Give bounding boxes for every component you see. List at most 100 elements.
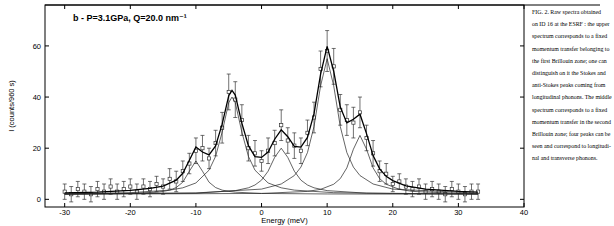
data-point [142, 185, 145, 188]
error-bar [122, 181, 126, 196]
error-cap [95, 196, 99, 197]
error-cap [220, 143, 224, 144]
error-cap [279, 140, 283, 141]
y-tick-right [520, 45, 524, 46]
y-tick-right [520, 97, 524, 98]
caption-line: seen and correspond to longitudi- [532, 143, 611, 149]
error-cap [437, 183, 441, 184]
error-cap [384, 163, 388, 164]
error-cap [443, 186, 447, 187]
error-cap [450, 181, 454, 182]
error-bar [63, 184, 67, 199]
error-cap [358, 127, 362, 128]
error-cap [299, 137, 303, 138]
component-line [65, 148, 478, 194]
error-cap [319, 51, 323, 52]
error-cap [470, 199, 474, 200]
error-cap [325, 30, 329, 31]
error-bar [397, 174, 401, 189]
error-bar [95, 181, 99, 196]
x-tick [392, 203, 393, 207]
x-tick-label: 40 [520, 208, 528, 217]
error-cap [69, 186, 73, 187]
error-cap [273, 130, 277, 131]
error-cap [292, 132, 296, 133]
x-tick-label: -30 [59, 208, 70, 217]
caption-line: on ID 16 at the ESRF : the upper [532, 21, 610, 27]
error-cap [351, 107, 355, 108]
component-line [65, 161, 478, 194]
caption-line: Brillouin zone; four peaks can be [532, 131, 611, 137]
error-cap [371, 140, 375, 141]
error-cap [358, 97, 362, 98]
y-tick [45, 199, 49, 200]
y-tick-label: 0 [37, 195, 41, 204]
error-cap [397, 173, 401, 174]
error-cap [365, 125, 369, 126]
error-cap [351, 137, 355, 138]
error-cap [82, 199, 86, 200]
error-cap [286, 127, 290, 128]
error-cap [63, 199, 67, 200]
error-cap [443, 201, 447, 202]
x-tick-label: -20 [125, 208, 136, 217]
error-bar [286, 128, 290, 154]
error-cap [115, 199, 119, 200]
error-cap [410, 196, 414, 197]
error-cap [279, 109, 283, 110]
y-tick [45, 45, 49, 46]
error-cap [122, 196, 126, 197]
x-tick-label: 30 [454, 208, 462, 217]
fit-line [65, 46, 478, 193]
error-cap [187, 153, 191, 154]
error-cap [292, 158, 296, 159]
error-bar [128, 179, 132, 194]
data-point [299, 149, 302, 152]
error-cap [332, 48, 336, 49]
x-tick-top [64, 5, 65, 9]
x-tick-top [327, 5, 328, 9]
caption-line: distinguish on it the Stokes and [532, 70, 606, 76]
error-cap [220, 112, 224, 113]
error-cap [378, 160, 382, 161]
error-cap [148, 181, 152, 182]
error-bar [168, 169, 172, 189]
data-point [201, 147, 204, 150]
error-cap [174, 191, 178, 192]
plot-frame [45, 5, 524, 207]
error-cap [135, 183, 139, 184]
x-tick [130, 203, 131, 207]
caption-line: spectrum corresponds to a fixed [532, 107, 607, 113]
error-cap [214, 130, 218, 131]
error-cap [155, 176, 159, 177]
error-cap [430, 181, 434, 182]
error-cap [207, 168, 211, 169]
error-cap [476, 183, 480, 184]
error-cap [63, 183, 67, 184]
x-tick-label: -10 [190, 208, 201, 217]
caption-line: momentum transfer belonging to [532, 46, 609, 52]
x-axis-label: Energy (meV) [261, 216, 308, 225]
error-cap [148, 196, 152, 197]
error-cap [207, 148, 211, 149]
error-cap [260, 150, 264, 151]
error-cap [450, 196, 454, 197]
data-point [129, 185, 132, 188]
x-tick [195, 203, 196, 207]
error-cap [82, 183, 86, 184]
x-tick [261, 203, 262, 207]
y-tick [45, 97, 49, 98]
error-cap [338, 94, 342, 95]
x-tick-top [392, 5, 393, 9]
y-tick-label: 20 [33, 144, 41, 153]
error-cap [240, 104, 244, 105]
error-cap [365, 150, 369, 151]
component-line [65, 135, 478, 194]
error-bar [135, 184, 139, 199]
error-cap [194, 137, 198, 138]
error-cap [404, 178, 408, 179]
y-tick-label: 60 [33, 42, 41, 51]
component-line [65, 59, 478, 194]
plot-area [63, 31, 480, 202]
y-tick-right [520, 199, 524, 200]
